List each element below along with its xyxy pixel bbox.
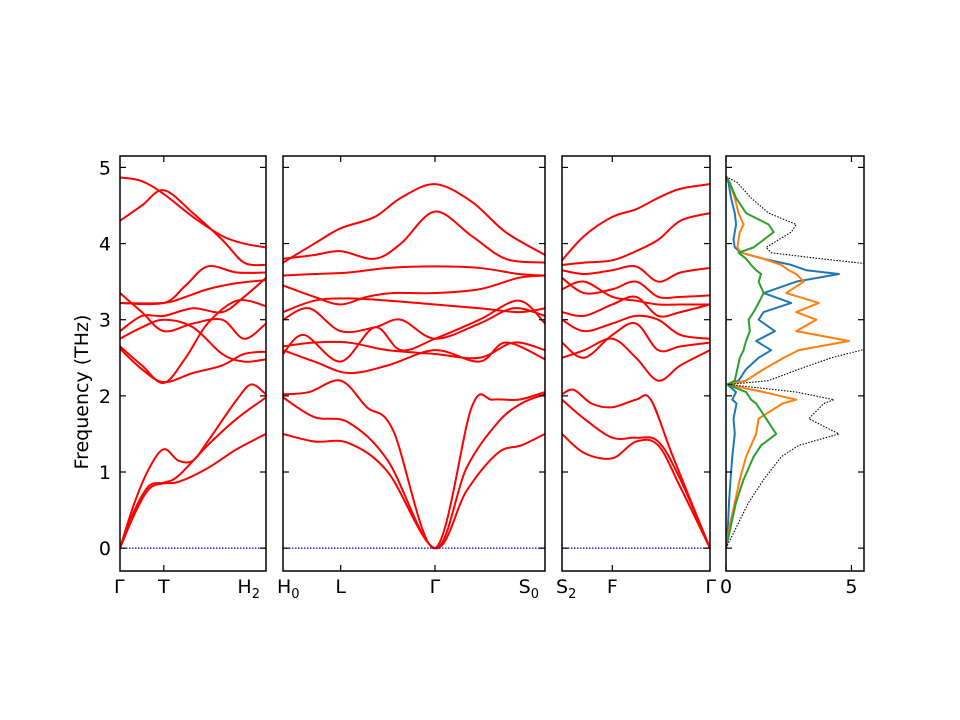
x-tick-label: H0: [277, 576, 300, 602]
partial-dos-curve: [726, 176, 778, 549]
y-tick-label: 4: [99, 234, 111, 256]
phonon-band: [562, 295, 710, 318]
x-tick-label: S2: [556, 576, 576, 602]
phonon-band: [120, 433, 266, 549]
x-tick-label-subscript: 2: [252, 587, 260, 602]
phonon-band: [562, 314, 710, 340]
phonon-band: [562, 398, 710, 549]
y-tick-label: 0: [99, 538, 111, 560]
phonon-band: [562, 183, 710, 261]
x-tick-label: Γ: [705, 576, 716, 598]
phonon-band: [562, 337, 710, 382]
phonon-band: [283, 340, 545, 360]
phonon-band: [562, 280, 710, 306]
y-tick-label: 3: [99, 310, 111, 332]
x-tick-label: H2: [237, 576, 260, 602]
y-tick-label: 1: [99, 462, 111, 484]
phonon-band: [283, 393, 545, 550]
dos-panel-frame: [725, 155, 865, 572]
band-panel-frame: [561, 155, 711, 572]
phonon-band: [120, 347, 266, 384]
phonon-band: [562, 264, 710, 283]
phonon-band: [562, 212, 710, 266]
x-tick-label: Γ: [430, 576, 441, 598]
phonon-band: [562, 388, 710, 549]
phonon-band: [120, 265, 266, 306]
dos-lines: [726, 176, 864, 549]
band-panel-lines: [562, 183, 710, 549]
dos-x-tick-label: 0: [720, 576, 732, 598]
phonon-band: [562, 322, 710, 359]
phonon-band: [283, 210, 545, 264]
phonon-band: [283, 432, 545, 550]
band-panel-lines: [120, 176, 266, 549]
phonon-band: [120, 383, 266, 549]
phonon-band: [562, 433, 710, 549]
x-tick-label-subscript: 0: [531, 587, 539, 602]
y-axis-label: Frequency (THz): [71, 315, 93, 470]
total-dos-curve: [726, 176, 864, 549]
phonon-band: [562, 277, 710, 300]
phonon-band: [283, 274, 545, 306]
phonon-band: [120, 176, 266, 249]
y-tick-label: 5: [99, 157, 111, 179]
phonon-band: [283, 379, 545, 550]
band-panel-lines: [283, 183, 545, 550]
x-tick-label: L: [335, 576, 346, 598]
phonon-band: [120, 292, 266, 340]
phonon-band: [283, 183, 545, 264]
phonon-band: [283, 299, 545, 363]
x-tick-label-subscript: 2: [568, 587, 576, 602]
phonon-band: [120, 396, 266, 549]
phonon-band: [283, 307, 545, 340]
dos-x-tick-label: 5: [845, 576, 857, 598]
phonon-band: [283, 265, 545, 277]
band-panel-frame: [282, 155, 546, 572]
y-tick-label: 2: [99, 386, 111, 408]
phonon-band: [283, 297, 545, 314]
phonon-band: [120, 299, 266, 384]
x-tick-label: Γ: [114, 576, 125, 598]
phonon-band: [120, 318, 266, 363]
partial-dos-curve: [726, 176, 840, 549]
band-panel-frame: [119, 155, 267, 572]
partial-dos-curve: [726, 176, 850, 549]
x-tick-label: S0: [519, 576, 539, 602]
phonon-band: [283, 341, 545, 375]
phonon-band: [120, 189, 266, 267]
x-tick-label: F: [607, 576, 618, 598]
x-tick-label-subscript: 0: [291, 587, 299, 602]
phonon-band: [120, 277, 266, 332]
x-tick-label: T: [157, 576, 170, 598]
